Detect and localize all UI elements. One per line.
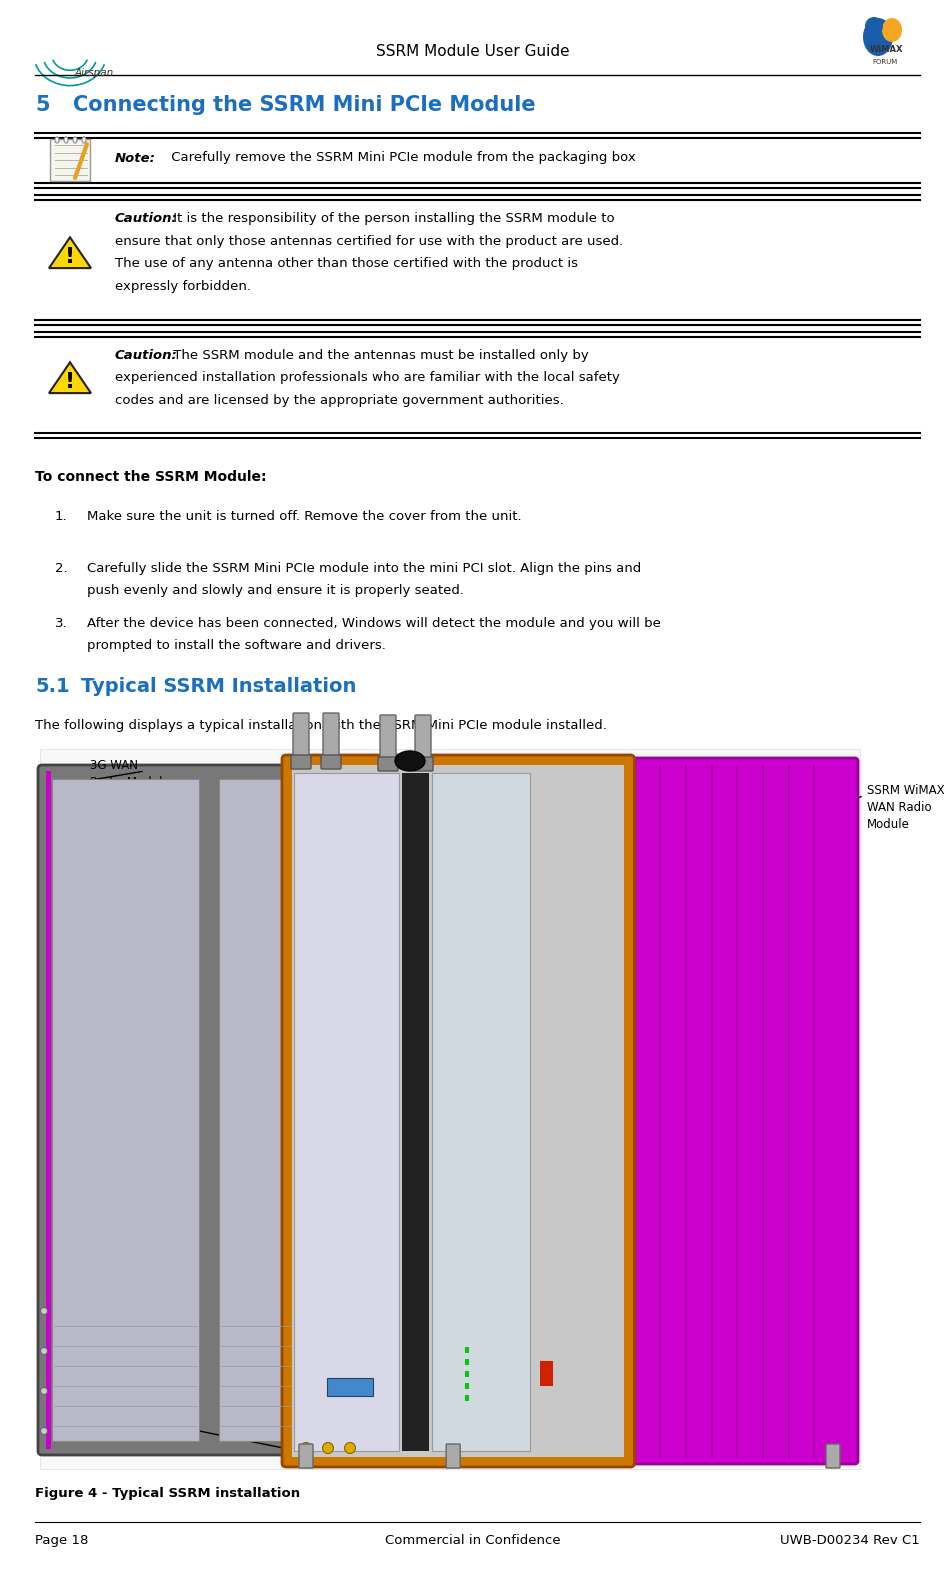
FancyBboxPatch shape: [540, 1360, 553, 1385]
FancyBboxPatch shape: [292, 766, 624, 1458]
Text: SSRM Module User Guide: SSRM Module User Guide: [376, 44, 568, 60]
Circle shape: [376, 1387, 382, 1395]
Text: Make sure the unit is turned off. Remove the cover from the unit.: Make sure the unit is turned off. Remove…: [87, 510, 521, 522]
Text: 1.: 1.: [55, 510, 68, 522]
Ellipse shape: [864, 17, 882, 35]
Text: codes and are licensed by the appropriate government authorities.: codes and are licensed by the appropriat…: [115, 394, 564, 406]
FancyBboxPatch shape: [364, 758, 857, 1464]
Text: After the device has been connected, Windows will detect the module and you will: After the device has been connected, Win…: [87, 617, 660, 631]
FancyBboxPatch shape: [323, 712, 339, 766]
Text: !: !: [65, 372, 75, 392]
Circle shape: [41, 1428, 47, 1434]
Text: The following displays a typical installation with the SSRM Mini PCIe module ins: The following displays a typical install…: [35, 719, 606, 733]
Text: Carefully slide the SSRM Mini PCIe module into the mini PCI slot. Align the pins: Carefully slide the SSRM Mini PCIe modul…: [87, 562, 641, 574]
FancyBboxPatch shape: [414, 715, 430, 767]
Text: Airspan: Airspan: [75, 67, 114, 78]
FancyBboxPatch shape: [46, 770, 51, 1450]
Bar: [464, 1395, 468, 1401]
Text: push evenly and slowly and ensure it is properly seated.: push evenly and slowly and ensure it is …: [87, 584, 464, 596]
Text: To connect the SSRM Module:: To connect the SSRM Module:: [35, 471, 266, 483]
FancyBboxPatch shape: [40, 748, 859, 1469]
FancyBboxPatch shape: [377, 770, 382, 1450]
Text: FORUM: FORUM: [871, 60, 896, 64]
Bar: [464, 1348, 468, 1352]
Text: Typical SSRM Installation: Typical SSRM Installation: [81, 676, 356, 697]
Text: expressly forbidden.: expressly forbidden.: [115, 279, 251, 292]
Circle shape: [376, 1428, 382, 1434]
FancyBboxPatch shape: [291, 755, 311, 769]
FancyBboxPatch shape: [825, 1443, 839, 1469]
Text: It is the responsibility of the person installing the SSRM module to: It is the responsibility of the person i…: [169, 212, 615, 224]
Text: !: !: [65, 246, 75, 267]
Circle shape: [41, 1348, 47, 1354]
Text: ensure that only those antennas certified for use with the product are used.: ensure that only those antennas certifie…: [115, 234, 623, 248]
Bar: [464, 1371, 468, 1378]
Ellipse shape: [82, 137, 86, 143]
Circle shape: [41, 1387, 47, 1395]
Text: The use of any antenna other than those certified with the product is: The use of any antenna other than those …: [115, 257, 578, 270]
Ellipse shape: [881, 17, 901, 42]
Text: 5.1: 5.1: [35, 676, 70, 697]
Text: Caution:: Caution:: [115, 212, 177, 224]
Text: Carefully remove the SSRM Mini PCIe module from the packaging box: Carefully remove the SSRM Mini PCIe modu…: [167, 152, 635, 165]
Polygon shape: [49, 362, 91, 394]
FancyBboxPatch shape: [402, 774, 429, 1451]
Text: prompted to install the software and drivers.: prompted to install the software and dri…: [87, 639, 385, 653]
Text: Page 18: Page 18: [35, 1534, 89, 1547]
Ellipse shape: [862, 17, 892, 56]
FancyBboxPatch shape: [50, 140, 90, 180]
Text: WiMAX: WiMAX: [869, 46, 902, 55]
Ellipse shape: [55, 137, 59, 143]
Circle shape: [322, 1442, 333, 1453]
FancyBboxPatch shape: [52, 778, 199, 1440]
FancyBboxPatch shape: [431, 774, 530, 1451]
Circle shape: [376, 1348, 382, 1354]
FancyBboxPatch shape: [218, 778, 365, 1440]
Text: 5: 5: [35, 96, 50, 115]
Bar: [464, 1359, 468, 1365]
Text: 2.: 2.: [55, 562, 68, 574]
Circle shape: [345, 1442, 355, 1453]
Text: Figure 4 - Typical SSRM installation: Figure 4 - Typical SSRM installation: [35, 1487, 300, 1500]
FancyBboxPatch shape: [379, 715, 396, 767]
FancyBboxPatch shape: [413, 756, 432, 770]
Text: SSRM WiMAX
WAN Radio
Module: SSRM WiMAX WAN Radio Module: [866, 784, 944, 832]
Circle shape: [300, 1442, 312, 1453]
FancyBboxPatch shape: [327, 1378, 373, 1396]
Text: Connecting the SSRM Mini PCIe Module: Connecting the SSRM Mini PCIe Module: [73, 96, 535, 115]
Text: 3G WAN
Radio Module: 3G WAN Radio Module: [90, 759, 170, 789]
Ellipse shape: [395, 752, 425, 770]
Circle shape: [41, 1307, 47, 1315]
FancyBboxPatch shape: [294, 774, 398, 1451]
Text: Commercial in Confidence: Commercial in Confidence: [384, 1534, 560, 1547]
Bar: [464, 1382, 468, 1389]
FancyBboxPatch shape: [281, 755, 633, 1467]
Polygon shape: [49, 237, 91, 268]
Ellipse shape: [64, 137, 68, 143]
FancyBboxPatch shape: [378, 756, 397, 770]
Text: 900 MHz  MPAN
Radio Module: 900 MHz MPAN Radio Module: [80, 1414, 172, 1443]
Text: Note:: Note:: [115, 152, 156, 165]
Text: The SSRM module and the antennas must be installed only by: The SSRM module and the antennas must be…: [169, 348, 589, 362]
FancyBboxPatch shape: [298, 1443, 312, 1469]
FancyBboxPatch shape: [321, 755, 341, 769]
Circle shape: [376, 1307, 382, 1315]
FancyBboxPatch shape: [446, 1443, 460, 1469]
Text: Caution:: Caution:: [115, 348, 177, 362]
Text: UWB-D00234 Rev C1: UWB-D00234 Rev C1: [780, 1534, 919, 1547]
FancyBboxPatch shape: [38, 766, 388, 1454]
FancyBboxPatch shape: [293, 712, 309, 766]
Text: 3.: 3.: [55, 617, 68, 631]
Ellipse shape: [73, 137, 76, 143]
Text: experienced installation professionals who are familiar with the local safety: experienced installation professionals w…: [115, 372, 619, 384]
